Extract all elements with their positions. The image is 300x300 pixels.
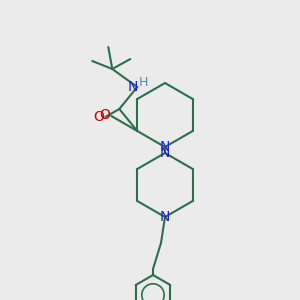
Text: N: N [160,210,170,224]
Text: O: O [99,108,110,122]
Text: N: N [160,140,170,154]
Text: N: N [128,80,139,94]
Text: N: N [160,146,170,160]
Text: O: O [93,110,104,124]
Text: H: H [139,76,148,88]
